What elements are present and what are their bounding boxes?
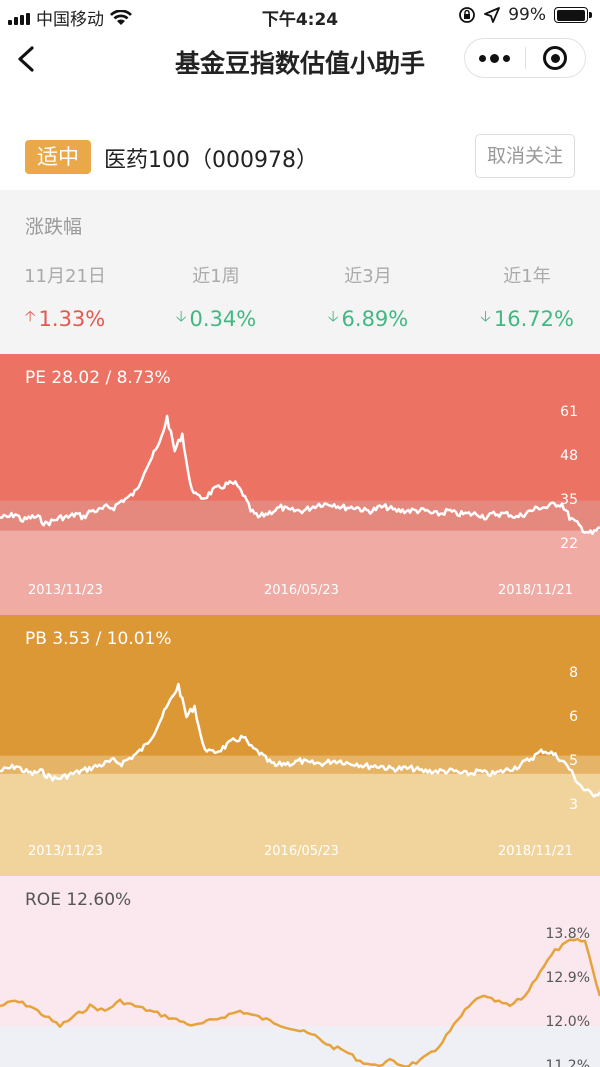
- status-left: 中国移动: [8, 5, 132, 30]
- change-label: 11月21日: [24, 266, 106, 287]
- roe-ytick: 13.8%: [545, 926, 590, 942]
- roe-title: ROE 12.60%: [25, 890, 132, 910]
- change-value: 🡣 16.72%: [452, 306, 600, 331]
- pe-chart-panel: PE 28.02 / 8.73% 61 48 35 22 2013/11/23 …: [0, 354, 600, 615]
- pb-ytick: 5: [569, 753, 578, 769]
- svg-pb-band-lower: [0, 773, 600, 876]
- pb-xtick: 2016/05/23: [264, 844, 339, 859]
- arrow-down-icon: 🡣: [480, 307, 491, 325]
- pb-chart: [0, 615, 600, 876]
- pb-ytick: 6: [569, 709, 578, 725]
- pb-title: PB 3.53 / 10.01%: [25, 629, 172, 649]
- target-circle-icon: [543, 46, 568, 70]
- status-bar: 中国移动 下午4:24 99%: [0, 0, 600, 34]
- arrow-up-icon: 🡡: [24, 307, 36, 325]
- change-value-text: 6.89%: [341, 306, 409, 331]
- pb-ytick: 3: [569, 797, 578, 813]
- pe-ytick: 48: [560, 448, 578, 464]
- change-value-text: 1.33%: [38, 306, 106, 331]
- pb-xtick: 2018/11/21: [498, 844, 573, 859]
- change-col-1y: 近1年 🡣 16.72%: [452, 262, 600, 331]
- pe-ytick: 22: [560, 536, 578, 552]
- unfollow-button[interactable]: 取消关注: [475, 134, 575, 178]
- capsule-divider: [524, 47, 526, 69]
- roe-ytick: 12.9%: [545, 970, 590, 986]
- change-value: 🡡 1.33%: [0, 306, 140, 331]
- change-section: 涨跌幅 11月21日 🡡 1.33% 近1周 🡣 0.34% 近3月 🡣 6.8…: [0, 190, 600, 354]
- svg-pe-series-line: [0, 414, 600, 536]
- pe-xtick: 2016/05/23: [264, 583, 339, 598]
- mini-program-capsule: [464, 38, 586, 78]
- change-label: 近3月: [344, 266, 392, 287]
- status-right: 99%: [458, 5, 592, 25]
- fund-header: 适中 医药100（000978） 取消关注: [0, 130, 600, 188]
- nav-bar: 基金豆指数估值小助手: [0, 34, 600, 84]
- battery-icon: [554, 7, 592, 23]
- change-label: 近1周: [192, 266, 240, 287]
- svg-roe-series-line: [0, 937, 600, 1067]
- change-value: 🡣 0.34%: [141, 306, 291, 331]
- roe-chart: [0, 876, 600, 1067]
- pe-ytick: 35: [560, 492, 578, 508]
- valuation-badge: 适中: [25, 140, 91, 174]
- pe-xtick: 2018/11/21: [498, 583, 573, 598]
- rotation-lock-icon: [459, 7, 476, 23]
- change-col-week: 近1周 🡣 0.34%: [141, 262, 291, 331]
- roe-chart-panel: ROE 12.60% 13.8% 12.9% 12.0% 11.2%: [0, 876, 600, 1067]
- page-title: 基金豆指数估值小助手: [174, 49, 425, 78]
- signal-icon: [8, 11, 30, 25]
- change-title: 涨跌幅: [25, 216, 83, 238]
- status-time: 下午4:24: [261, 10, 339, 30]
- pb-ytick: 8: [569, 665, 578, 681]
- svg-roe-lower-fill: [0, 1026, 600, 1067]
- pe-title: PE 28.02 / 8.73%: [25, 368, 171, 388]
- back-button[interactable]: [10, 42, 44, 76]
- change-col-day: 11月21日 🡡 1.33%: [0, 262, 140, 331]
- pb-xtick: 2013/11/23: [28, 844, 103, 859]
- arrow-down-icon: 🡣: [327, 307, 339, 325]
- change-col-3m: 近3月 🡣 6.89%: [293, 262, 443, 331]
- chevron-left-icon: [18, 46, 34, 72]
- pe-ytick: 61: [560, 404, 578, 420]
- more-button[interactable]: [465, 39, 525, 77]
- arrow-down-icon: 🡣: [175, 307, 187, 325]
- pb-chart-panel: PB 3.53 / 10.01% 8 6 5 3 2013/11/23 2016…: [0, 615, 600, 876]
- svg-pe-band-lower: [0, 530, 600, 615]
- location-icon: [484, 7, 501, 23]
- change-label: 近1年: [503, 266, 551, 287]
- battery-fill: [556, 9, 586, 21]
- wifi-icon: [110, 9, 132, 25]
- change-value-text: 0.34%: [189, 306, 257, 331]
- carrier-label: 中国移动: [36, 10, 104, 30]
- close-button[interactable]: [526, 39, 586, 77]
- svg-pb-series-line: [0, 682, 600, 798]
- pe-chart: [0, 354, 600, 615]
- roe-ytick: 11.2%: [545, 1058, 590, 1067]
- pe-xtick: 2013/11/23: [28, 583, 103, 598]
- fund-name: 医药100（000978）: [104, 148, 318, 173]
- change-value: 🡣 6.89%: [293, 306, 443, 331]
- change-value-text: 16.72%: [493, 306, 574, 331]
- more-dots-icon: [479, 54, 487, 62]
- roe-ytick: 12.0%: [545, 1014, 590, 1030]
- battery-percent: 99%: [508, 5, 546, 25]
